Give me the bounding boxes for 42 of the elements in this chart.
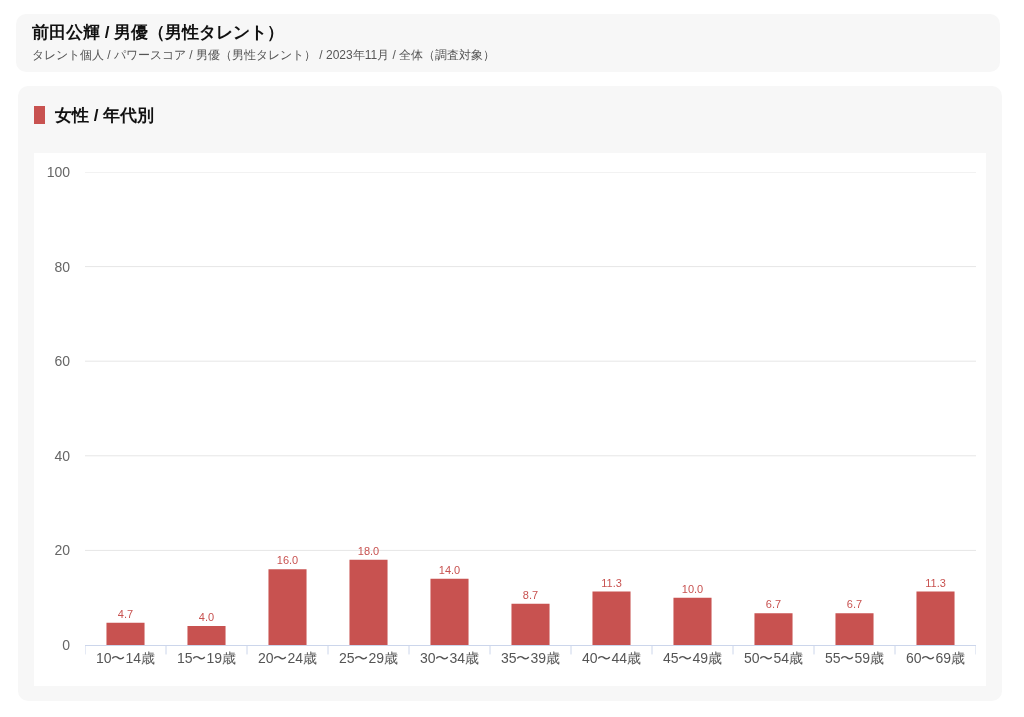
bar bbox=[268, 569, 307, 645]
bar bbox=[187, 626, 226, 645]
data-label: 18.0 bbox=[357, 544, 380, 557]
x-tick-label: 25〜29歳 bbox=[338, 649, 399, 666]
data-label: 11.3 bbox=[925, 576, 946, 589]
bar bbox=[592, 591, 631, 645]
data-label: 6.7 bbox=[765, 598, 782, 611]
bar bbox=[106, 622, 145, 645]
data-label: 16.0 bbox=[276, 554, 299, 567]
text: 女性 / 年代別 bbox=[55, 104, 155, 127]
x-tick-label: 50〜54歳 bbox=[743, 649, 804, 666]
data-label: 10.0 bbox=[681, 582, 704, 595]
bar bbox=[754, 613, 793, 645]
x-tick-label: 40〜44歳 bbox=[581, 649, 642, 666]
chart-subtitle: タレント個人 / パワースコア / 男優（男性タレント） / 2023年11月 / 全体（調査対象） bbox=[32, 47, 496, 64]
x-tick-label: 60〜69歳 bbox=[905, 649, 966, 666]
x-tick-label: 45〜49歳 bbox=[662, 649, 723, 666]
data-label: 14.0 bbox=[438, 563, 461, 576]
data-label: 4.0 bbox=[198, 611, 215, 624]
y-tick-label: 40 bbox=[54, 447, 71, 464]
bar bbox=[511, 603, 550, 645]
bar bbox=[349, 559, 388, 645]
y-tick-label: 100 bbox=[46, 163, 71, 180]
x-tick-label: 20〜24歳 bbox=[257, 649, 318, 666]
data-label: 11.3 bbox=[601, 576, 622, 589]
x-tick-label: 55〜59歳 bbox=[824, 649, 885, 666]
data-label: 8.7 bbox=[522, 588, 539, 601]
bar bbox=[673, 597, 712, 645]
y-tick-label: 60 bbox=[54, 353, 71, 370]
bar bbox=[430, 578, 469, 645]
data-label: 6.7 bbox=[846, 598, 863, 611]
y-tick-label: 0 bbox=[62, 636, 71, 653]
chart-title: 前田公輝 / 男優（男性タレント） bbox=[32, 22, 285, 44]
x-tick-label: 10〜14歳 bbox=[95, 649, 156, 666]
y-tick-label: 20 bbox=[54, 542, 71, 559]
bar bbox=[916, 591, 955, 645]
x-tick-label: 30〜34歳 bbox=[419, 649, 480, 666]
y-tick-label: 80 bbox=[54, 258, 71, 275]
data-label: 4.7 bbox=[117, 607, 134, 620]
x-tick-label: 35〜39歳 bbox=[500, 649, 561, 666]
bar bbox=[835, 613, 874, 645]
x-tick-label: 15〜19歳 bbox=[176, 649, 237, 666]
